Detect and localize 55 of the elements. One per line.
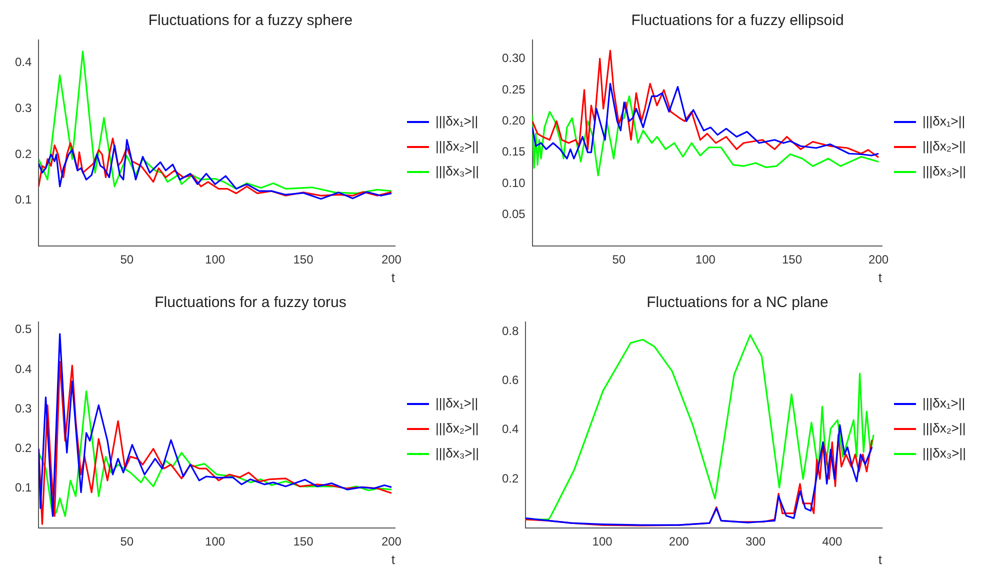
legend-label: |||δx₂>|| <box>922 420 966 436</box>
x-tick-label: 100 <box>205 534 226 549</box>
y-tick-label: 0.4 <box>14 362 32 376</box>
y-tick-label: 0.25 <box>502 82 526 96</box>
y-tick-label: 0.05 <box>502 207 526 222</box>
y-tick-label: 0.4 <box>14 55 32 70</box>
x-axis-title: t <box>878 270 882 285</box>
x-tick-label: 100 <box>205 252 226 267</box>
x-axis-title: t <box>391 552 396 567</box>
legend-label: |||δx₁>|| <box>922 396 966 411</box>
x-tick-label: 150 <box>293 252 314 267</box>
chart-title: Fluctuations for a fuzzy sphere <box>148 12 353 30</box>
y-tick-label: 0.8 <box>502 324 519 338</box>
x-tick-label: 150 <box>782 252 802 267</box>
legend-label: |||δx₂>|| <box>922 138 966 154</box>
y-tick-label: 0.3 <box>14 401 32 416</box>
y-tick-label: 0.2 <box>14 146 32 161</box>
legend-label: |||δx₃>|| <box>435 164 480 179</box>
y-tick-label: 0.30 <box>502 51 526 66</box>
y-tick-label: 0.1 <box>14 480 32 495</box>
y-tick-label: 0.5 <box>14 322 32 336</box>
y-tick-label: 0.15 <box>502 144 526 159</box>
legend-label: |||δx₃>|| <box>435 446 480 461</box>
x-axis-title: t <box>878 552 882 567</box>
x-tick-label: 200 <box>381 252 402 267</box>
x-tick-label: 50 <box>120 252 134 267</box>
x-tick-label: 200 <box>668 534 690 549</box>
x-tick-label: 50 <box>120 534 134 549</box>
legend-label: |||δx₃>|| <box>922 446 966 461</box>
x-tick-label: 400 <box>822 534 843 549</box>
x-tick-label: 200 <box>381 534 402 549</box>
y-tick-label: 0.1 <box>14 192 32 207</box>
x-tick-label: 100 <box>695 252 716 267</box>
y-tick-label: 0.2 <box>502 471 519 486</box>
legend-label: |||δx₃>|| <box>922 164 966 179</box>
y-tick-label: 0.10 <box>502 176 526 190</box>
chart-title: Fluctuations for a fuzzy torus <box>154 294 346 312</box>
y-tick-label: 0.6 <box>502 373 519 388</box>
x-tick-label: 50 <box>612 252 626 267</box>
x-tick-label: 300 <box>746 534 766 549</box>
x-tick-label: 200 <box>868 252 889 267</box>
x-tick-label: 150 <box>293 534 314 549</box>
chart-title: Fluctuations for a fuzzy ellipsoid <box>631 12 844 30</box>
legend-label: |||δx₁>|| <box>922 114 966 129</box>
legend-label: |||δx₂>|| <box>435 420 479 436</box>
y-tick-label: 0.4 <box>502 422 519 436</box>
y-tick-label: 0.3 <box>14 100 32 115</box>
x-axis-title: t <box>391 270 396 285</box>
legend-label: |||δx₁>|| <box>435 114 478 129</box>
y-tick-label: 0.2 <box>14 441 32 456</box>
x-tick-label: 100 <box>592 534 613 549</box>
legend-label: |||δx₂>|| <box>435 138 479 154</box>
y-tick-label: 0.20 <box>502 113 526 128</box>
chart-title: Fluctuations for a NC plane <box>646 294 828 312</box>
legend-label: |||δx₁>|| <box>435 396 478 411</box>
